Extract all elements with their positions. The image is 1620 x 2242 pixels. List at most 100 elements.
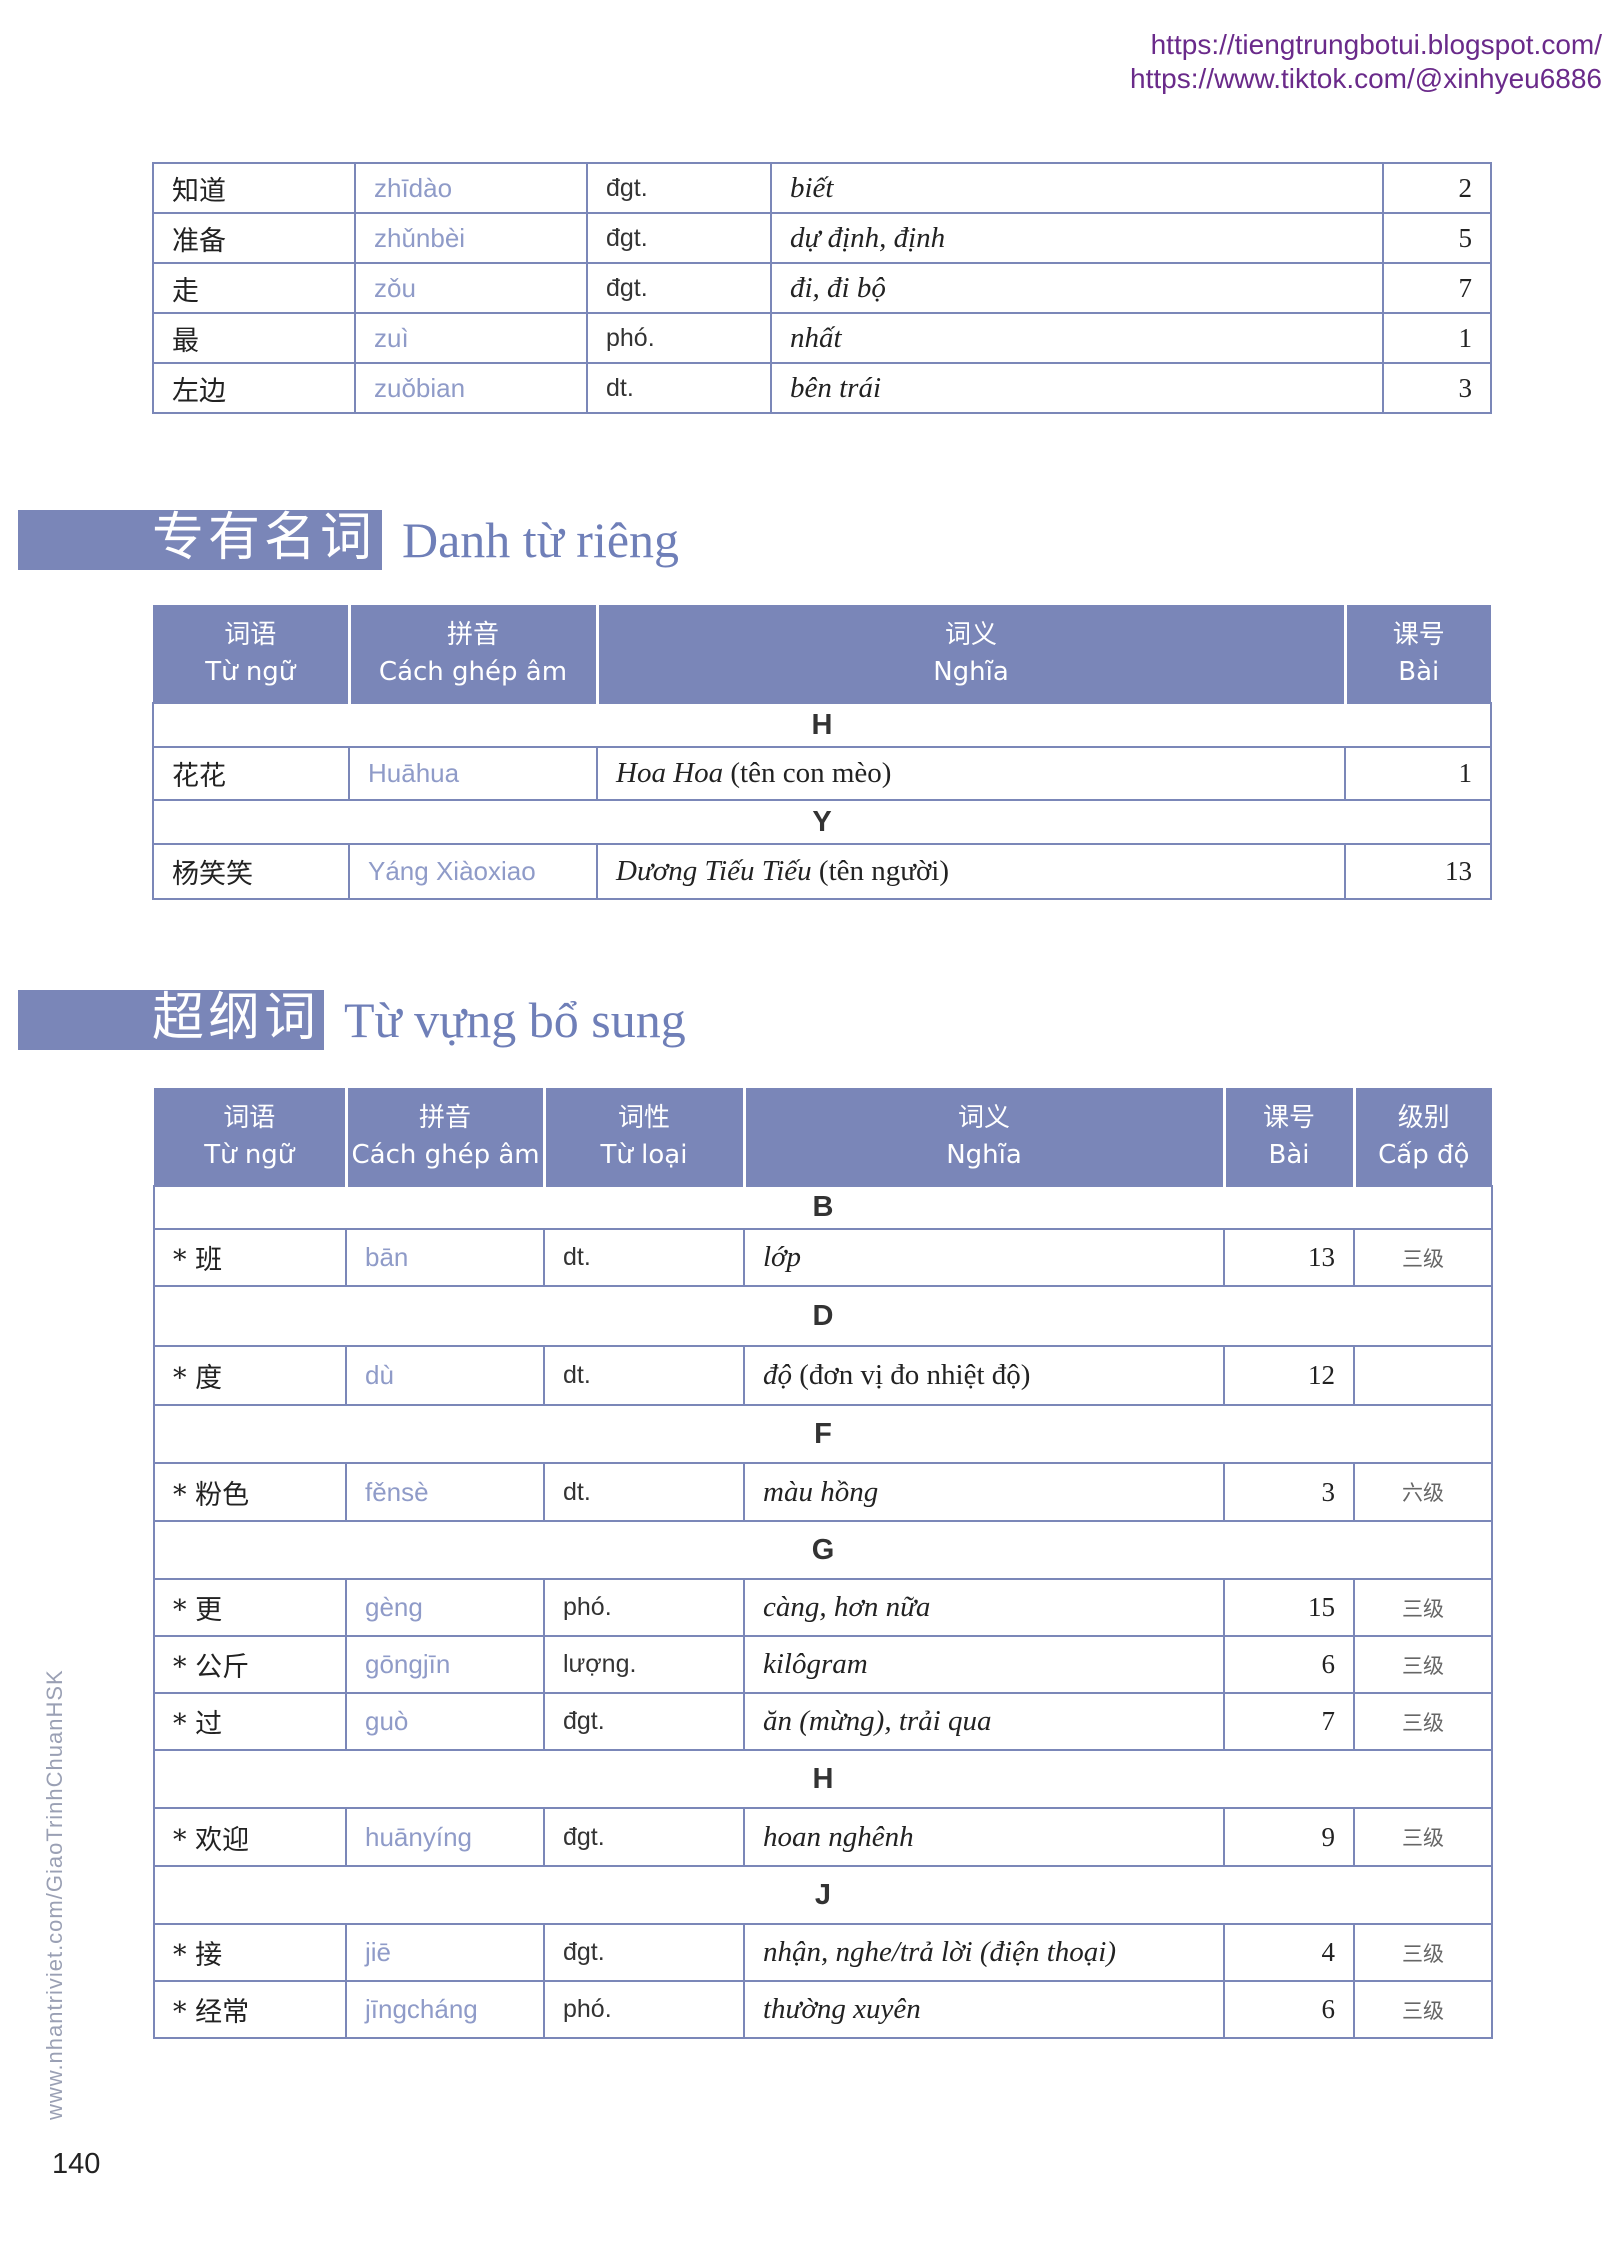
pinyin-cell: guò (345, 1692, 545, 1751)
letter-cell: Y (152, 799, 1492, 845)
letter-row: B (153, 1185, 1493, 1230)
vocab-table-top: 知道 zhīdào đgt. biết 2 准备 zhǔnbèi đgt. dự… (152, 162, 1492, 414)
table-row: 最 zuì phó. nhất 1 (152, 312, 1492, 364)
pinyin-cell: bān (345, 1228, 545, 1287)
meaning-cell: kilôgram (743, 1635, 1225, 1694)
pinyin-cell: zhīdào (354, 162, 588, 214)
lesson-cell: 15 (1223, 1578, 1355, 1637)
lesson-cell: 5 (1382, 212, 1492, 264)
lesson-cell: 13 (1344, 843, 1492, 900)
pos-cell: lượng. (543, 1635, 745, 1694)
table-header-row: 词语 Từ ngữ 拼音 Cách ghép âm 词性 Từ loại 词义 Nghĩ… (154, 1088, 1492, 1186)
table-header-row: 词语 Từ ngữ 拼音 Cách ghép âm 词义 Nghĩa 课号 Bài (153, 605, 1491, 703)
table-row: 左边 zuǒbian dt. bên trái 3 (152, 362, 1492, 414)
page-number: 140 (52, 2148, 101, 2180)
pos-cell: dt. (543, 1228, 745, 1287)
pinyin-cell: jiē (345, 1923, 545, 1982)
supplement-title-cn: 超纲词 (152, 988, 321, 1048)
lesson-cell: 4 (1223, 1923, 1355, 1982)
table-row: 走 zǒu đgt. đi, đi bộ 7 (152, 262, 1492, 314)
pinyin-cell: zuǒbian (354, 362, 588, 414)
pinyin-cell: dù (345, 1345, 545, 1406)
meaning-cell: đi, đi bộ (770, 262, 1384, 314)
level-cell: 三级 (1353, 1692, 1493, 1751)
lesson-cell: 1 (1344, 746, 1492, 801)
meaning-cell: Hoa Hoa (tên con mèo) (596, 746, 1346, 801)
table-row: * 粉色 fěnsè dt. màu hồng 3 六级 (153, 1462, 1493, 1522)
meaning-cell: biết (770, 162, 1384, 214)
letter-cell: D (153, 1285, 1493, 1347)
proper-nouns-banner (18, 510, 382, 570)
header-lesson: 课号 Bài (1224, 1088, 1356, 1186)
tiktok-link[interactable]: https://www.tiktok.com/@xinhyeu6886 (1130, 63, 1602, 94)
level-cell (1353, 1345, 1493, 1406)
header-word: 词语 Từ ngữ (154, 1088, 348, 1186)
pinyin-cell: jīngcháng (345, 1980, 545, 2039)
letter-row: G (153, 1520, 1493, 1580)
lesson-cell: 6 (1223, 1635, 1355, 1694)
pos-cell: đgt. (586, 262, 772, 314)
pinyin-cell: Yáng Xiàoxiao (348, 843, 598, 900)
pos-cell: đgt. (586, 162, 772, 214)
pos-cell: phó. (586, 312, 772, 364)
letter-row: H (152, 702, 1492, 748)
word-cell: 准备 (152, 212, 356, 264)
pinyin-cell: gōngjīn (345, 1635, 545, 1694)
table-row: * 欢迎 huānyíng đgt. hoan nghênh 9 三级 (153, 1807, 1493, 1867)
header-pinyin: 拼音 Cách ghép âm (349, 605, 599, 703)
pos-cell: phó. (543, 1980, 745, 2039)
word-cell: * 接 (153, 1923, 347, 1982)
header-meaning: 词义 Nghĩa (597, 605, 1347, 703)
table-row: * 度 dù dt. độ (đơn vị đo nhiệt độ) 12 (153, 1345, 1493, 1406)
table-row: * 接 jiē đgt. nhận, nghe/trả lời (điện th… (153, 1923, 1493, 1982)
pos-cell: dt. (586, 362, 772, 414)
proper-nouns-table: 词语 Từ ngữ 拼音 Cách ghép âm 词义 Nghĩa 课号 Bài H … (152, 605, 1492, 900)
letter-row: D (153, 1285, 1493, 1347)
table-row: 杨笑笑 Yáng Xiàoxiao Dương Tiếu Tiếu (tên n… (152, 843, 1492, 900)
word-cell: * 公斤 (153, 1635, 347, 1694)
level-cell: 六级 (1353, 1462, 1493, 1522)
letter-cell: H (152, 702, 1492, 748)
meaning-cell: thường xuyên (743, 1980, 1225, 2039)
supplement-table: 词语 Từ ngữ 拼音 Cách ghép âm 词性 Từ loại 词义 Nghĩ… (153, 1088, 1493, 2039)
header-meaning: 词义 Nghĩa (744, 1088, 1226, 1186)
level-cell: 三级 (1353, 1923, 1493, 1982)
word-cell: 花花 (152, 746, 350, 801)
table-row: 花花 Huāhua Hoa Hoa (tên con mèo) 1 (152, 746, 1492, 801)
lesson-cell: 7 (1382, 262, 1492, 314)
table-row: * 班 bān dt. lớp 13 三级 (153, 1228, 1493, 1287)
word-cell: 走 (152, 262, 356, 314)
table-row: 知道 zhīdào đgt. biết 2 (152, 162, 1492, 214)
letter-cell: F (153, 1404, 1493, 1464)
word-cell: * 欢迎 (153, 1807, 347, 1867)
proper-nouns-title-cn: 专有名词 (152, 508, 377, 568)
meaning-cell: nhận, nghe/trả lời (điện thoại) (743, 1923, 1225, 1982)
header-pos: 词性 Từ loại (544, 1088, 746, 1186)
letter-row: H (153, 1749, 1493, 1809)
letter-row: Y (152, 799, 1492, 845)
pinyin-cell: huānyíng (345, 1807, 545, 1867)
lesson-cell: 1 (1382, 312, 1492, 364)
proper-nouns-title-vi: Danh từ riêng (402, 512, 680, 568)
table-row: * 经常 jīngcháng phó. thường xuyên 6 三级 (153, 1980, 1493, 2039)
letter-cell: J (153, 1865, 1493, 1925)
header-pinyin: 拼音 Cách ghép âm (346, 1088, 546, 1186)
meaning-cell: dự định, định (770, 212, 1384, 264)
side-url: www.nhantriviet.com/GiaoTrinhChuanHSK (42, 1669, 67, 2120)
pinyin-cell: Huāhua (348, 746, 598, 801)
level-cell: 三级 (1353, 1228, 1493, 1287)
supplement-banner (18, 990, 324, 1050)
meaning-cell: bên trái (770, 362, 1384, 414)
word-cell: * 班 (153, 1228, 347, 1287)
pinyin-cell: zuì (354, 312, 588, 364)
pinyin-cell: zǒu (354, 262, 588, 314)
level-cell: 三级 (1353, 1578, 1493, 1637)
word-cell: * 度 (153, 1345, 347, 1406)
pos-cell: đgt. (586, 212, 772, 264)
word-cell: 最 (152, 312, 356, 364)
letter-row: F (153, 1404, 1493, 1464)
blog-link[interactable]: https://tiengtrungbotui.blogspot.com/ (1150, 29, 1602, 60)
meaning-cell: hoan nghênh (743, 1807, 1225, 1867)
header-links: https://tiengtrungbotui.blogspot.com/ ht… (1130, 28, 1602, 96)
letter-cell: B (153, 1185, 1493, 1230)
